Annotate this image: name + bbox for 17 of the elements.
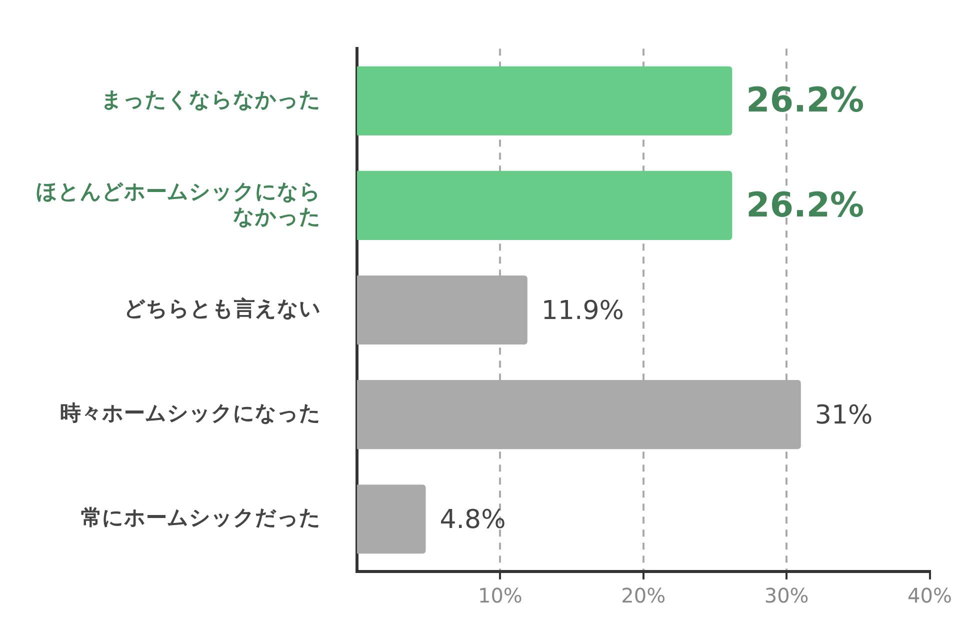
y-tick-label: 時々ホームシックになった <box>60 401 321 426</box>
data-label: 11.9% <box>541 296 624 326</box>
y-tick-label: まったくならなかった <box>101 87 321 112</box>
x-tick-label: 10% <box>478 584 522 608</box>
bar <box>357 484 426 554</box>
y-tick-label: 常にホームシックだった <box>81 506 321 530</box>
bar <box>357 66 732 136</box>
bar <box>357 170 732 240</box>
x-tick-label: 20% <box>621 584 666 608</box>
x-tick-label: 30% <box>764 584 809 608</box>
data-label: 26.2% <box>746 80 864 121</box>
x-tick-label: 40% <box>908 584 952 608</box>
data-label: 26.2% <box>746 185 864 226</box>
y-tick-label: ほとんどホームシックにならなかった <box>36 179 321 228</box>
data-label: 4.8% <box>440 504 506 535</box>
data-label: 31% <box>814 400 873 430</box>
y-tick-label: どちらとも言えない <box>124 296 321 320</box>
